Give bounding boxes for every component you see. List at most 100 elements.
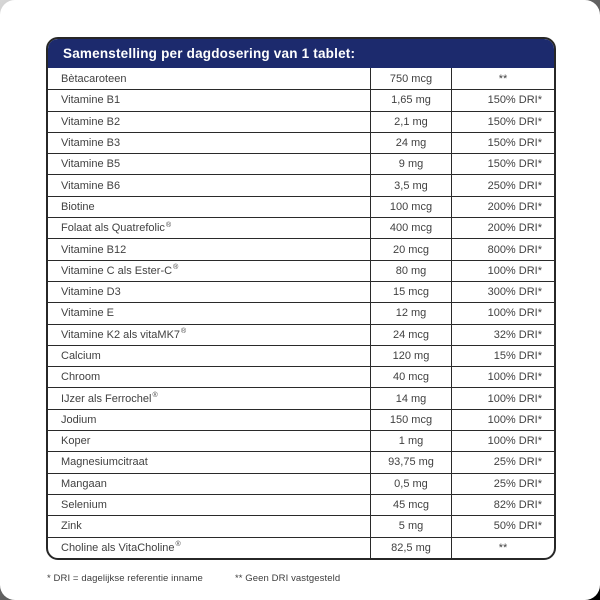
nutrient-name-cell: Bètacaroteen — [48, 68, 370, 89]
registered-trademark-symbol: ® — [173, 264, 179, 272]
table-row: Biotine 100 mcg 200% DRI* — [48, 195, 554, 218]
nutrient-name: Vitamine E — [61, 307, 114, 320]
table-row: Vitamine B5 9 mg 150% DRI* — [48, 153, 554, 175]
amount-cell: 1 mg — [370, 431, 451, 452]
table-row: IJzer als Ferrochel ® 14 mg 100% DRI* — [48, 387, 554, 409]
table-row: Vitamine B1 1,65 mg 150% DRI* — [48, 89, 554, 111]
nutrient-name: Vitamine K2 als vitaMK7 — [61, 328, 181, 341]
nutrient-name-cell: Vitamine B12 — [48, 239, 370, 259]
nutrient-name: Mangaan — [61, 477, 107, 490]
nutrient-name: Vitamine B3 — [61, 137, 121, 150]
table-title: Samenstelling per dagdosering van 1 tabl… — [63, 46, 356, 61]
nutrient-name: Vitamine D3 — [61, 286, 121, 299]
amount-cell: 100 mcg — [370, 196, 451, 218]
table-row: Vitamine E 12 mg 100% DRI* — [48, 302, 554, 324]
table-row: Vitamine B2 2,1 mg 150% DRI* — [48, 110, 554, 132]
amount-cell: 12 mg — [370, 303, 451, 324]
nutrient-name: Choline als VitaCholine — [61, 541, 175, 554]
dri-cell: 82% DRI* — [451, 494, 554, 516]
nutrient-name: Bètacaroteen — [61, 72, 127, 85]
amount-cell: 82,5 mg — [370, 537, 451, 558]
nutrient-name: Folaat als Quatrefolic — [61, 222, 165, 235]
amount-cell: 80 mg — [370, 260, 451, 281]
dri-cell: 100% DRI* — [451, 388, 554, 409]
dri-cell: ** — [451, 537, 554, 558]
nutrient-name-cell: Vitamine E — [48, 303, 370, 323]
amount-cell: 1,65 mg — [370, 90, 451, 111]
table-row: Choline als VitaCholine ® 82,5 mg ** — [48, 536, 554, 558]
amount-cell: 150 mcg — [370, 409, 451, 431]
dri-cell: 15% DRI* — [451, 345, 554, 367]
table-row: Vitamine B3 24 mg 150% DRI* — [48, 131, 554, 154]
amount-cell: 40 mcg — [370, 367, 451, 388]
table-row: Vitamine B12 20 mcg 800% DRI* — [48, 238, 554, 260]
amount-cell: 45 mcg — [370, 494, 451, 516]
amount-cell: 9 mg — [370, 154, 451, 175]
dri-cell: 100% DRI* — [451, 367, 554, 388]
dri-cell: 50% DRI* — [451, 516, 554, 537]
nutrient-name: Vitamine B1 — [61, 94, 121, 107]
table-row: Chroom 40 mcg 100% DRI* — [48, 366, 554, 388]
nutrient-name-cell: Selenium — [48, 495, 370, 515]
dri-cell: ** — [451, 68, 554, 90]
table-row: Vitamine B6 3,5 mg 250% DRI* — [48, 174, 554, 196]
table-row: Bètacaroteen 750 mcg ** — [48, 68, 554, 90]
amount-cell: 120 mg — [370, 345, 451, 367]
nutrient-name: Vitamine C als Ester-C — [61, 264, 173, 277]
nutrient-name: Vitamine B5 — [61, 158, 121, 171]
dri-cell: 150% DRI* — [451, 154, 554, 175]
table-row: Vitamine K2 als vitaMK7 ® 24 mcg 32% DRI* — [48, 323, 554, 345]
nutrient-name-cell: Vitamine K2 als vitaMK7 ® — [48, 325, 370, 345]
amount-cell: 24 mcg — [370, 324, 451, 345]
dri-cell: 100% DRI* — [451, 409, 554, 431]
registered-trademark-symbol: ® — [181, 328, 187, 336]
nutrient-name: IJzer als Ferrochel — [61, 392, 152, 405]
dri-cell: 800% DRI* — [451, 239, 554, 260]
dri-cell: 25% DRI* — [451, 452, 554, 473]
footnote-dri-definition: * DRI = dagelijkse referentie inname — [47, 573, 203, 584]
nutrient-name-cell: Calcium — [48, 346, 370, 366]
table-row: Selenium 45 mcg 82% DRI* — [48, 493, 554, 516]
nutrient-name-cell: Magnesiumcitraat — [48, 452, 370, 472]
dri-cell: 100% DRI* — [451, 431, 554, 452]
nutrient-name-cell: Vitamine D3 — [48, 282, 370, 302]
dri-cell: 200% DRI* — [451, 218, 554, 239]
amount-cell: 5 mg — [370, 516, 451, 537]
nutrient-name: Biotine — [61, 200, 95, 213]
amount-cell: 14 mg — [370, 388, 451, 409]
footnote-no-dri: ** Geen DRI vastgesteld — [234, 573, 341, 584]
table-body: Bètacaroteen 750 mcg ** Vitamine B1 1,65… — [48, 68, 554, 558]
table-row: Jodium 150 mcg 100% DRI* — [48, 408, 554, 431]
footnotes: * DRI = dagelijkse referentie inname ** … — [47, 573, 340, 584]
dri-cell: 100% DRI* — [451, 303, 554, 324]
amount-cell: 2,1 mg — [370, 111, 451, 132]
dri-cell: 100% DRI* — [451, 260, 554, 281]
table-row: Folaat als Quatrefolic ® 400 mcg 200% DRI… — [48, 217, 554, 239]
nutrient-name: Selenium — [61, 499, 107, 512]
nutrient-name: Zink — [61, 520, 82, 533]
dri-cell: 200% DRI* — [451, 196, 554, 218]
dri-cell: 150% DRI* — [451, 111, 554, 132]
dri-cell: 150% DRI* — [451, 90, 554, 111]
amount-cell: 24 mg — [370, 132, 451, 154]
nutrient-name-cell: Biotine — [48, 197, 370, 217]
nutrient-name-cell: Koper — [48, 431, 370, 451]
table-row: Vitamine D3 15 mcg 300% DRI* — [48, 280, 554, 303]
composition-table: Samenstelling per dagdosering van 1 tabl… — [46, 37, 556, 560]
table-row: Calcium 120 mg 15% DRI* — [48, 344, 554, 367]
amount-cell: 750 mcg — [370, 68, 451, 90]
nutrient-name-cell: Vitamine B3 — [48, 133, 370, 153]
amount-cell: 400 mcg — [370, 218, 451, 239]
nutrient-name: Calcium — [61, 350, 101, 362]
nutrient-name-cell: IJzer als Ferrochel ® — [48, 388, 370, 408]
table-header: Samenstelling per dagdosering van 1 tabl… — [48, 39, 554, 68]
amount-cell: 0,5 mg — [370, 473, 451, 494]
dri-cell: 250% DRI* — [451, 175, 554, 196]
nutrient-name: Vitamine B2 — [61, 115, 121, 128]
nutrient-name-cell: Mangaan — [48, 474, 370, 494]
nutrient-name-cell: Vitamine B5 — [48, 154, 370, 174]
registered-trademark-symbol: ® — [175, 541, 181, 549]
nutrient-name-cell: Choline als VitaCholine ® — [48, 538, 370, 558]
nutrient-name: Vitamine B12 — [61, 243, 127, 256]
nutrient-name-cell: Vitamine B1 — [48, 90, 370, 110]
